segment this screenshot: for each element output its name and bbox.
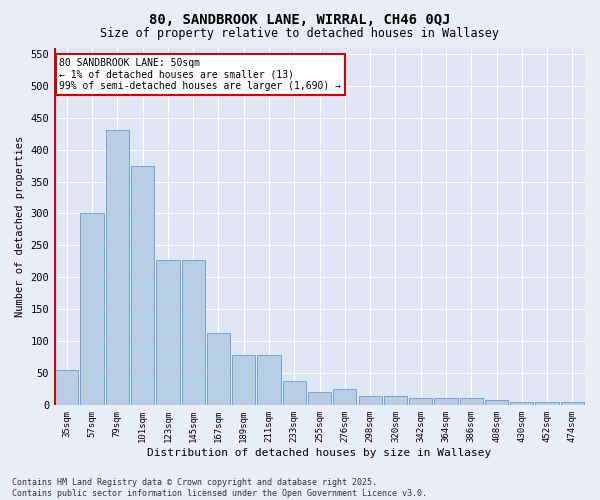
Bar xyxy=(409,398,433,405)
Bar xyxy=(232,355,256,405)
Bar xyxy=(283,380,306,405)
X-axis label: Distribution of detached houses by size in Wallasey: Distribution of detached houses by size … xyxy=(148,448,492,458)
Bar xyxy=(384,396,407,405)
Bar xyxy=(434,398,458,405)
Bar xyxy=(156,260,179,405)
Bar xyxy=(131,166,154,405)
Bar xyxy=(535,402,559,405)
Bar xyxy=(561,402,584,405)
Bar xyxy=(207,332,230,405)
Bar xyxy=(485,400,508,405)
Text: Contains HM Land Registry data © Crown copyright and database right 2025.
Contai: Contains HM Land Registry data © Crown c… xyxy=(12,478,427,498)
Bar xyxy=(333,389,356,405)
Bar xyxy=(80,214,104,405)
Y-axis label: Number of detached properties: Number of detached properties xyxy=(15,136,25,317)
Bar xyxy=(359,396,382,405)
Bar xyxy=(55,370,79,405)
Text: 80, SANDBROOK LANE, WIRRAL, CH46 0QJ: 80, SANDBROOK LANE, WIRRAL, CH46 0QJ xyxy=(149,12,451,26)
Bar xyxy=(106,130,129,405)
Bar xyxy=(182,260,205,405)
Bar xyxy=(460,398,483,405)
Text: Size of property relative to detached houses in Wallasey: Size of property relative to detached ho… xyxy=(101,28,499,40)
Bar xyxy=(510,402,533,405)
Bar xyxy=(257,355,281,405)
Text: 80 SANDBROOK LANE: 50sqm
← 1% of detached houses are smaller (13)
99% of semi-de: 80 SANDBROOK LANE: 50sqm ← 1% of detache… xyxy=(59,58,341,92)
Bar xyxy=(308,392,331,405)
